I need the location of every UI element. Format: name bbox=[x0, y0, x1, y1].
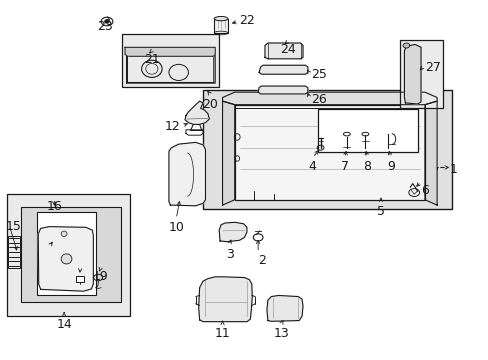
Text: 22: 22 bbox=[239, 14, 255, 27]
Text: 26: 26 bbox=[310, 93, 326, 106]
Polygon shape bbox=[266, 296, 303, 321]
Text: 4: 4 bbox=[308, 160, 316, 173]
Bar bbox=[76, 276, 83, 282]
Text: 6: 6 bbox=[420, 184, 428, 197]
Circle shape bbox=[104, 20, 109, 23]
Polygon shape bbox=[168, 142, 205, 206]
Ellipse shape bbox=[61, 231, 67, 237]
Polygon shape bbox=[198, 277, 252, 321]
Bar bbox=[122, 34, 219, 87]
Text: 9: 9 bbox=[386, 160, 394, 173]
Text: 20: 20 bbox=[202, 98, 218, 111]
Ellipse shape bbox=[214, 17, 227, 21]
Polygon shape bbox=[125, 47, 215, 56]
Bar bbox=[317, 109, 417, 152]
Text: 12: 12 bbox=[164, 120, 180, 133]
Bar bbox=[6, 194, 130, 316]
Text: 3: 3 bbox=[225, 248, 233, 261]
Text: 18: 18 bbox=[72, 270, 88, 283]
Bar bbox=[234, 105, 424, 200]
Ellipse shape bbox=[61, 254, 72, 264]
Polygon shape bbox=[222, 101, 234, 205]
Text: 16: 16 bbox=[46, 200, 62, 213]
Text: 8: 8 bbox=[363, 160, 370, 173]
Text: 10: 10 bbox=[168, 221, 184, 234]
Text: 1: 1 bbox=[448, 163, 456, 176]
Text: 27: 27 bbox=[424, 60, 440, 73]
Text: 23: 23 bbox=[97, 21, 112, 33]
Bar bbox=[8, 235, 20, 268]
Text: 2: 2 bbox=[257, 253, 265, 266]
Bar bbox=[214, 19, 227, 33]
Polygon shape bbox=[259, 65, 307, 74]
Text: 5: 5 bbox=[376, 205, 384, 218]
Polygon shape bbox=[219, 222, 246, 242]
Polygon shape bbox=[404, 44, 420, 104]
Text: 24: 24 bbox=[280, 43, 296, 56]
Text: 11: 11 bbox=[214, 327, 230, 340]
Text: 15: 15 bbox=[5, 220, 21, 233]
Polygon shape bbox=[424, 101, 436, 205]
Polygon shape bbox=[38, 226, 93, 291]
Text: 17: 17 bbox=[41, 248, 57, 261]
Text: 7: 7 bbox=[340, 160, 348, 173]
Bar bbox=[203, 90, 451, 209]
Text: 13: 13 bbox=[273, 327, 288, 340]
Polygon shape bbox=[126, 55, 215, 83]
Polygon shape bbox=[258, 86, 307, 94]
Polygon shape bbox=[184, 101, 209, 125]
Bar bbox=[21, 207, 121, 302]
Polygon shape bbox=[264, 43, 303, 59]
Bar bbox=[399, 40, 443, 108]
Text: 21: 21 bbox=[143, 53, 160, 66]
Circle shape bbox=[402, 43, 409, 48]
Text: 25: 25 bbox=[310, 68, 326, 81]
Bar bbox=[37, 212, 96, 295]
Text: 19: 19 bbox=[93, 270, 108, 283]
Text: 14: 14 bbox=[56, 318, 72, 331]
